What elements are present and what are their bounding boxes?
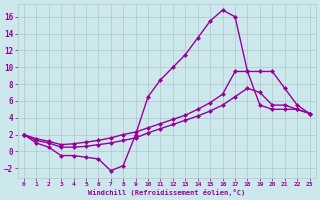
X-axis label: Windchill (Refroidissement éolien,°C): Windchill (Refroidissement éolien,°C)	[88, 189, 245, 196]
